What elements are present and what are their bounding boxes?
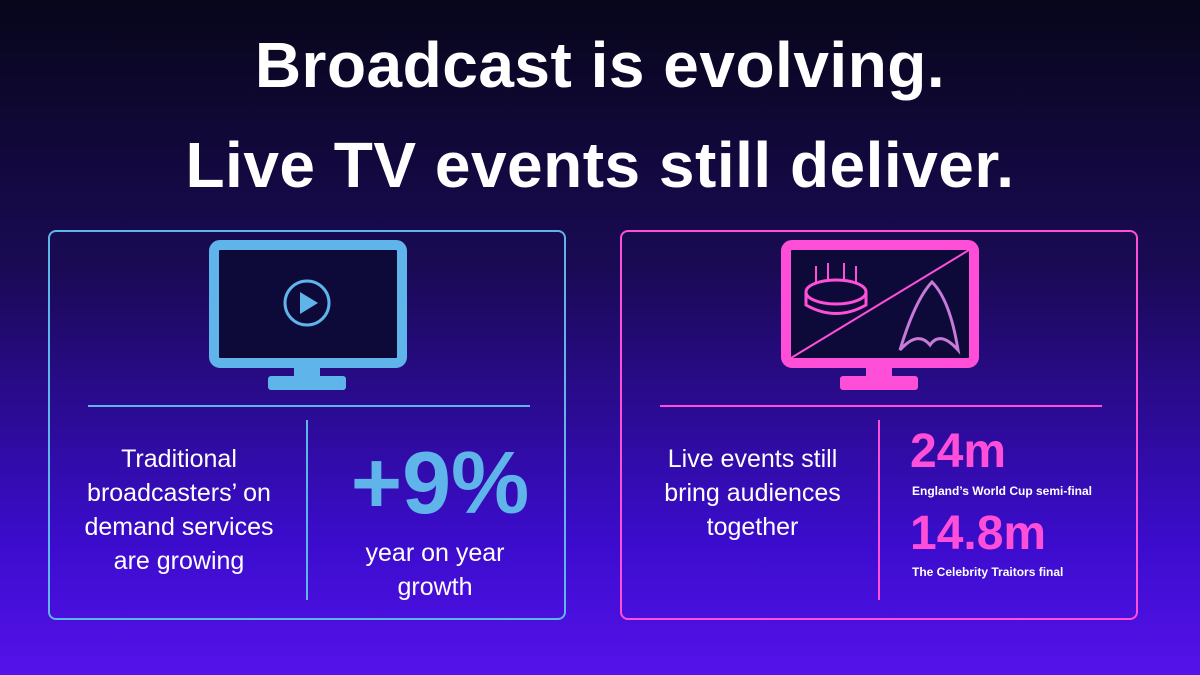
stat-value: 14.8m [910,507,1047,560]
stat-caption: The Celebrity Traitors final [912,565,1064,579]
stat-value: 24m [910,425,1007,478]
panel [620,230,1138,620]
description: Live events still bring audiences togeth… [664,445,841,541]
stat-value: +9% [350,433,530,532]
stat-caption: year on year growth [365,539,505,601]
tv-icon [781,240,979,390]
title-line: Live TV events still deliver. [185,129,1015,201]
description: Traditional broadcasters’ on demand serv… [84,445,274,575]
panel [48,230,566,620]
tv-icon [209,240,407,390]
stat-caption: England’s World Cup semi-final [912,484,1093,498]
title-line: Broadcast is evolving. [254,29,946,101]
